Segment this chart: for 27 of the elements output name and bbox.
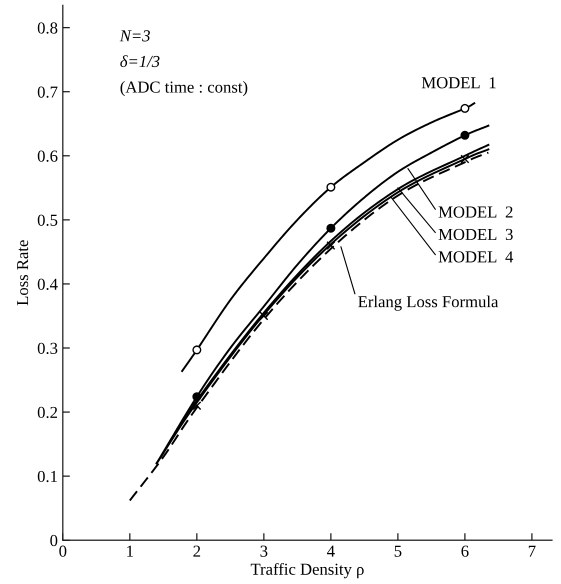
y-tick-label: 0: [50, 534, 58, 546]
annotation: MODEL 2: [438, 206, 512, 218]
y-tick-label: 0.1: [38, 470, 57, 482]
x-tick-label: 0: [59, 546, 66, 557]
x-tick-label: 1: [127, 546, 134, 557]
annotation: Erlang Loss Formula: [358, 296, 498, 311]
y-tick-label: 0.2: [38, 406, 58, 418]
y-axis-title: Loss Rate: [17, 240, 28, 306]
annotation: δ=1/3: [120, 55, 160, 68]
y-tick-label: 0.4: [38, 278, 58, 290]
annotation: (ADC time : const): [120, 80, 248, 96]
x-tick-label: 3: [260, 546, 268, 557]
x-tick-label: 4: [327, 546, 335, 557]
annotation: N=3: [120, 30, 150, 42]
annotation: MODEL 3: [438, 228, 513, 240]
annotation: MODEL 4: [438, 251, 514, 262]
x-tick-label: 5: [394, 546, 402, 557]
y-tick-label: 0.3: [38, 342, 58, 354]
x-axis-title: Traffic Density ρ: [250, 562, 364, 578]
x-tick-label: 2: [193, 546, 200, 557]
y-tick-label: 0.8: [38, 22, 58, 34]
y-tick-label: 0.6: [38, 150, 58, 162]
y-tick-label: 0.5: [38, 214, 58, 226]
y-tick-label: 0.7: [38, 86, 58, 98]
x-tick-label: 7: [528, 546, 536, 557]
x-tick-label: 6: [461, 546, 469, 557]
annotation: MODEL 1: [422, 77, 496, 88]
